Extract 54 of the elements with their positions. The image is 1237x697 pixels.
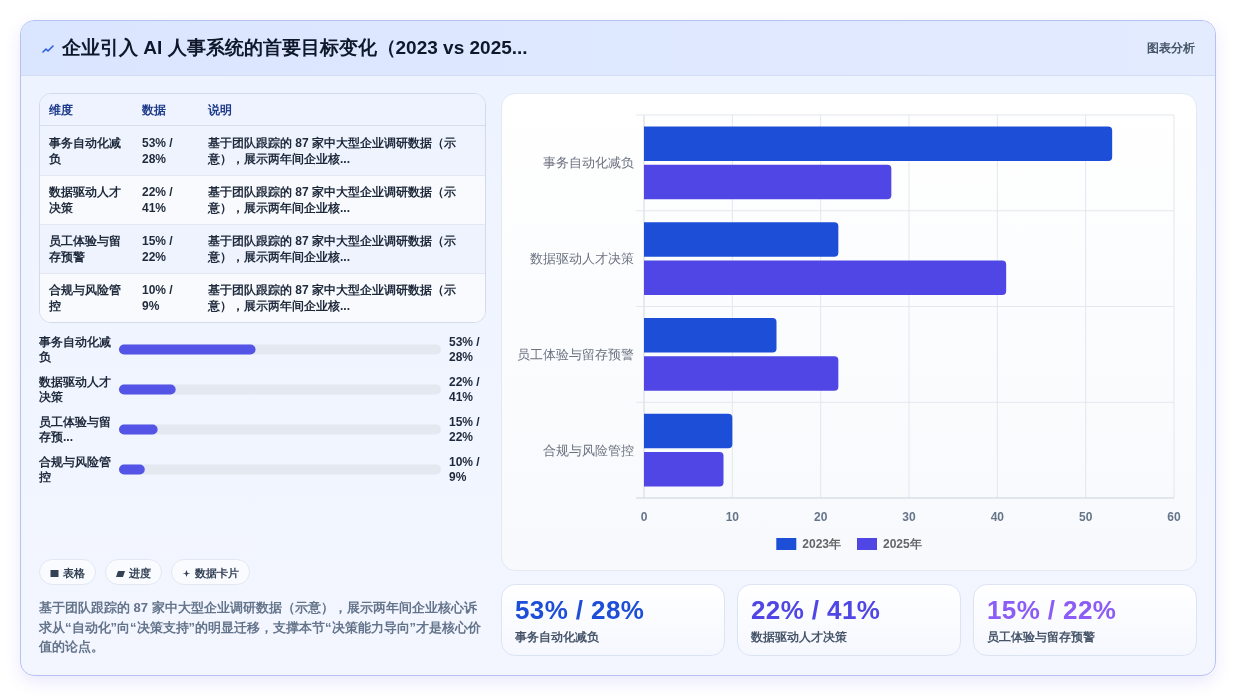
text: 基于团队跟踪的 87 家中大型企业调研数据（示意），展示两年间企业核... <box>208 233 457 265</box>
text: 员工体验与留存预警 <box>987 629 1095 645</box>
data-label: 15% / 22% <box>449 414 481 445</box>
legend-label: 2023年 <box>802 537 841 551</box>
x-tick-label: 10 <box>725 510 740 524</box>
y-tick-label: 合规与风险管控 <box>543 442 634 458</box>
y-tick-label: 数据驱动人才决策 <box>530 251 634 267</box>
text: 事务自动化减负 <box>515 629 599 645</box>
text: 说明 <box>208 101 232 118</box>
text: 基于团队跟踪的 87 家中大型企业调研数据（示意），展示两年间企业核... <box>208 184 457 216</box>
y-tick-label: 合规与风险管控 <box>39 454 112 485</box>
text: 15% / 22% <box>987 595 1117 625</box>
bar <box>119 424 158 435</box>
text: 22% / 41% <box>142 184 174 216</box>
text: 企业引入 AI 人事系统的首要目标变化（2023 vs 2025... <box>62 36 528 60</box>
bar <box>644 413 733 449</box>
y-tick-label: 员工体验与留存预警 <box>517 346 634 362</box>
x-tick-label: 60 <box>1167 510 1181 524</box>
data-label: 10% / 9% <box>449 454 481 485</box>
text: 表格 <box>63 567 85 579</box>
text: 数据 <box>142 101 166 118</box>
text: 22% / 41% <box>751 595 881 625</box>
bar <box>644 317 777 353</box>
x-tick-label: 30 <box>902 510 916 524</box>
y-tick-label: 数据驱动人才决策 <box>39 374 112 405</box>
bar <box>644 222 839 257</box>
text: 进度 <box>129 567 151 579</box>
bar <box>644 164 892 200</box>
bar <box>644 356 839 391</box>
text: 数据卡片 <box>195 567 239 579</box>
bar <box>644 126 1113 161</box>
data-label: 53% / 28% <box>449 334 481 365</box>
y-tick-label: 事务自动化减负 <box>543 155 634 171</box>
text: 15% / 22% <box>142 233 174 265</box>
y-tick-label: 员工体验与留存预... <box>39 414 112 445</box>
y-tick-label: 事务自动化减负 <box>39 334 112 365</box>
legend-label: 2025年 <box>883 537 922 551</box>
x-tick-label: 0 <box>640 510 648 524</box>
text: 基于团队跟踪的 87 家中大型企业调研数据（示意），展示两年间企业核心诉求从“自动化”向“决策支持”的明显迁移，支撑本节“决策能力导向”才是核心价值的论点。 <box>39 599 482 656</box>
text: 10% / 9% <box>142 282 174 314</box>
text: 基于团队跟踪的 87 家中大型企业调研数据（示意），展示两年间企业核... <box>208 282 457 314</box>
text: 基于团队跟踪的 87 家中大型企业调研数据（示意），展示两年间企业核... <box>208 134 457 167</box>
text: 数据驱动人才决策 <box>751 629 847 645</box>
bar <box>119 384 176 395</box>
text: 53% / 28% <box>142 134 174 167</box>
x-tick-label: 20 <box>813 510 828 524</box>
x-tick-label: 50 <box>1078 510 1093 524</box>
text: 53% / 28% <box>515 595 645 625</box>
text: 维度 <box>49 101 73 118</box>
data-label: 22% / 41% <box>449 374 481 405</box>
x-tick-label: 40 <box>990 510 1005 524</box>
bar <box>644 452 724 487</box>
bar <box>644 260 1007 296</box>
text: 图表分析 <box>1147 40 1195 57</box>
